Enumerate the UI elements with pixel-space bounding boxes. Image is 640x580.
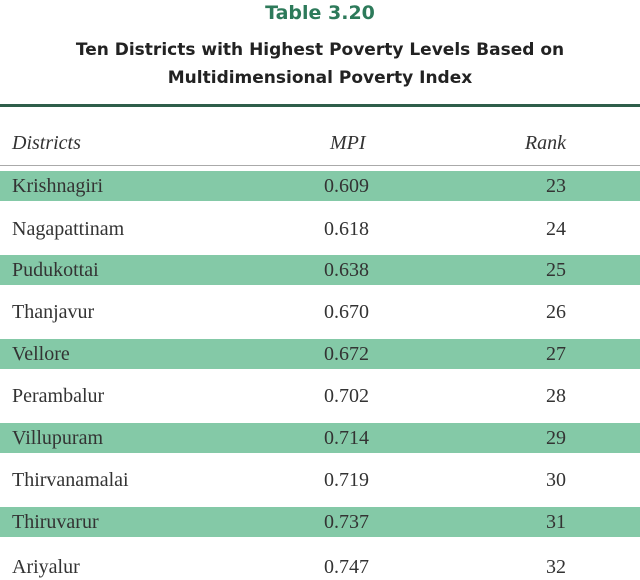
district-cell: Krishnagiri	[12, 175, 104, 197]
row-band	[0, 255, 640, 285]
header-rule	[0, 165, 640, 166]
rank-cell: 28	[546, 385, 566, 407]
rank-cell: 31	[546, 511, 566, 533]
mpi-cell: 0.702	[324, 385, 369, 407]
district-cell: Perambalur	[12, 385, 105, 407]
rank-cell: 29	[546, 427, 566, 449]
rank-cell: 24	[546, 218, 566, 240]
district-cell: Thirvanamalai	[12, 469, 129, 491]
rank-cell: 25	[546, 259, 566, 281]
column-header: MPI	[330, 132, 366, 154]
district-cell: Pudukottai	[12, 259, 99, 281]
mpi-cell: 0.618	[324, 218, 369, 240]
row-band	[0, 171, 640, 201]
top-rule	[0, 104, 640, 107]
row-band	[0, 339, 640, 369]
rank-cell: 30	[546, 469, 566, 491]
district-cell: Thiruvarur	[12, 511, 99, 533]
district-cell: Ariyalur	[12, 556, 80, 578]
mpi-cell: 0.672	[324, 343, 369, 365]
mpi-cell: 0.714	[324, 427, 369, 449]
mpi-cell: 0.609	[324, 175, 369, 197]
mpi-cell: 0.747	[324, 556, 369, 578]
rank-cell: 26	[546, 301, 566, 323]
column-header: Districts	[12, 132, 81, 154]
rank-cell: 23	[546, 175, 566, 197]
table-label: Table 3.20	[265, 2, 375, 24]
rank-cell: 27	[546, 343, 566, 365]
district-cell: Vellore	[12, 343, 70, 365]
district-cell: Thanjavur	[12, 301, 95, 323]
mpi-cell: 0.638	[324, 259, 369, 281]
mpi-cell: 0.670	[324, 301, 369, 323]
mpi-cell: 0.737	[324, 511, 369, 533]
rank-cell: 32	[546, 556, 566, 578]
table-title: Multidimensional Poverty Index	[167, 68, 473, 88]
district-cell: Villupuram	[12, 427, 104, 449]
column-header: Rank	[524, 132, 566, 154]
row-band	[0, 423, 640, 453]
row-band	[0, 507, 640, 537]
table-title: Ten Districts with Highest Poverty Level…	[75, 40, 565, 60]
district-cell: Nagapattinam	[12, 218, 125, 240]
mpi-cell: 0.719	[324, 469, 369, 491]
